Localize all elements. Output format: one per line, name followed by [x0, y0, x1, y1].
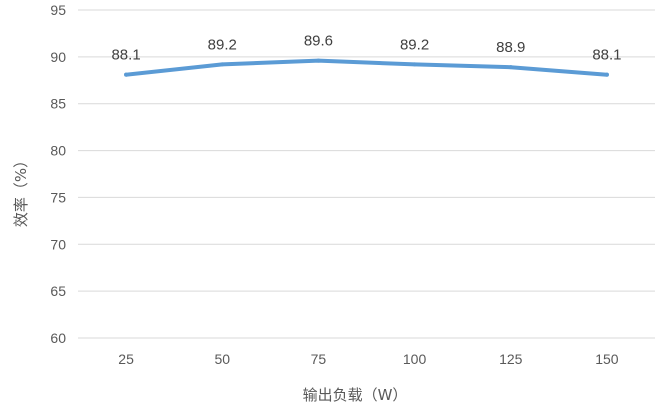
y-tick-label: 95 [50, 2, 66, 18]
x-axis-title: 输出负载（W） [303, 386, 408, 404]
data-point [508, 65, 513, 70]
data-point [220, 62, 225, 67]
data-point [124, 72, 129, 77]
y-tick-label: 60 [50, 330, 66, 346]
data-point [412, 62, 417, 67]
x-tick-label: 50 [214, 351, 230, 367]
gridlines [78, 9, 655, 339]
data-label: 89.2 [400, 36, 429, 53]
x-tick-label: 100 [403, 351, 427, 367]
data-point [604, 72, 609, 77]
data-label: 88.1 [111, 47, 140, 64]
y-tick-label: 90 [50, 49, 66, 65]
data-labels: 88.1 89.2 89.6 89.2 88.9 88.1 [111, 33, 621, 64]
y-tick-label: 65 [50, 283, 66, 299]
data-point [316, 58, 321, 63]
x-tick-label: 125 [499, 351, 523, 367]
data-label: 88.9 [496, 39, 525, 56]
y-tick-label: 80 [50, 143, 66, 159]
x-tick-label: 75 [311, 351, 327, 367]
x-tick-label: 25 [118, 351, 134, 367]
x-axis: 25 50 75 100 125 150 [118, 351, 619, 367]
y-axis: 60 65 70 75 80 85 90 95 [50, 2, 66, 346]
y-axis-title: 效率（%） [12, 153, 30, 227]
series-layer [124, 58, 609, 77]
y-tick-label: 75 [50, 189, 66, 205]
data-label: 88.1 [592, 47, 621, 64]
y-tick-label: 70 [50, 236, 66, 252]
x-tick-label: 150 [595, 351, 619, 367]
series-line [124, 58, 609, 77]
data-label: 89.6 [304, 33, 333, 50]
y-tick-label: 85 [50, 96, 66, 112]
data-label: 89.2 [208, 36, 237, 53]
